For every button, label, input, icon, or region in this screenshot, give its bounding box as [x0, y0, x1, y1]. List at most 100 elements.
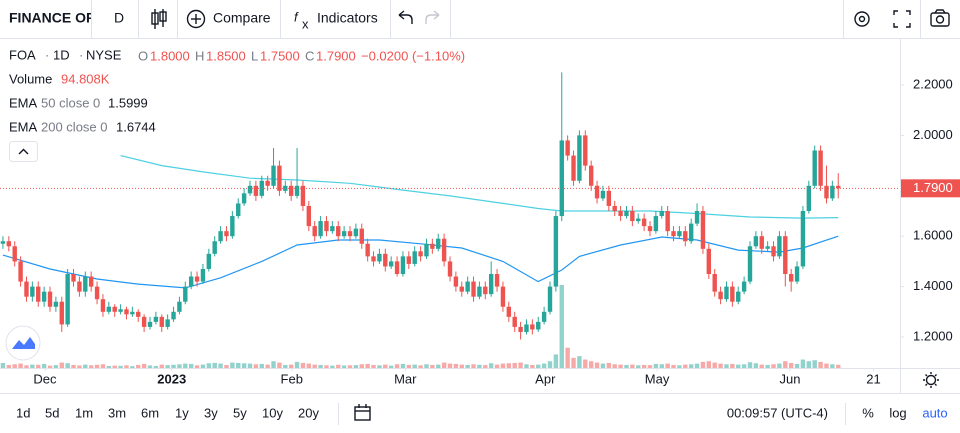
volume-bar	[553, 354, 559, 368]
candle-body	[300, 185, 306, 206]
volume-bar	[294, 361, 300, 368]
volume-bar	[765, 364, 770, 368]
candle-body	[424, 243, 429, 257]
candle-body	[359, 228, 364, 244]
volume-bar	[271, 361, 276, 368]
fullscreen-button[interactable]	[893, 10, 911, 28]
chart-style-button[interactable]	[151, 9, 167, 29]
range-button[interactable]: 5d	[45, 405, 59, 420]
candle-body	[271, 165, 276, 186]
legend-low: 1.7500	[260, 48, 300, 63]
candle-body	[294, 185, 300, 196]
range-button[interactable]: 5y	[233, 405, 247, 420]
volume-bar	[71, 364, 76, 368]
compare-icon[interactable]	[186, 9, 206, 29]
candle-body	[524, 324, 529, 332]
candle-body	[700, 211, 706, 249]
legend-exchange: NYSE	[86, 47, 122, 62]
candle-body	[418, 251, 423, 257]
volume-bar	[647, 365, 653, 368]
indicators-icon[interactable]: f	[294, 9, 299, 24]
goto-date-button[interactable]	[354, 404, 371, 421]
volume-bar	[165, 365, 170, 368]
volume-bar	[318, 364, 323, 368]
candle-body	[665, 211, 670, 232]
candle-body	[183, 286, 188, 302]
compare-button[interactable]: Compare	[213, 10, 271, 26]
volume-bar	[488, 363, 494, 368]
volume-bar	[794, 363, 800, 368]
candle-body	[318, 221, 323, 237]
volume-bar	[530, 364, 535, 368]
volume-bar	[359, 364, 364, 368]
candle-body	[806, 185, 812, 212]
logo[interactable]	[5, 325, 41, 361]
range-button[interactable]: 3m	[108, 405, 126, 420]
indicators-button[interactable]: Indicators	[317, 10, 378, 26]
volume-bar	[283, 364, 288, 368]
last-price-label: 1.7900	[913, 180, 953, 195]
y-tick-label: 1.2000	[913, 328, 953, 343]
candle-body	[583, 135, 588, 166]
candle-body	[230, 216, 235, 237]
redo-button[interactable]	[425, 10, 440, 24]
log-toggle[interactable]: log	[889, 405, 906, 420]
candle-body	[53, 301, 59, 307]
candle-body	[12, 246, 17, 262]
volume-bar	[288, 364, 294, 368]
volume-bar	[830, 364, 835, 368]
candle-body	[830, 185, 835, 199]
candle-body	[471, 281, 476, 297]
auto-toggle[interactable]: auto	[922, 405, 947, 420]
candle-body	[483, 286, 488, 295]
candle-body	[671, 231, 676, 237]
volume-bar	[412, 364, 417, 368]
range-button[interactable]: 1y	[175, 405, 189, 420]
candle-body	[530, 324, 535, 330]
candle-body	[0, 241, 6, 244]
volume-bar	[771, 364, 776, 368]
candle-body	[765, 246, 770, 249]
range-button[interactable]: 3y	[204, 405, 218, 420]
volume-bar	[736, 364, 741, 368]
indicators-icon[interactable]: x	[302, 16, 309, 31]
range-button[interactable]: 1m	[75, 405, 93, 420]
candle-body	[336, 226, 341, 237]
candle-body	[130, 311, 135, 315]
interval-button[interactable]: D	[114, 10, 124, 26]
candle-body	[18, 261, 23, 282]
range-button[interactable]: 6m	[141, 405, 159, 420]
range-button[interactable]: 1d	[16, 405, 30, 420]
volume-bar	[400, 363, 406, 368]
candle-body	[741, 281, 747, 292]
volume-bar	[418, 365, 423, 368]
undo-button[interactable]	[398, 10, 413, 24]
axis-settings-button[interactable]	[923, 372, 939, 388]
candle-body	[277, 165, 282, 191]
settings-button[interactable]	[854, 11, 870, 27]
collapse-legend-button[interactable]	[9, 141, 38, 162]
volume-bar	[41, 363, 47, 368]
legend-l: L	[251, 48, 258, 63]
candle-body	[394, 261, 400, 275]
volume-bar	[106, 365, 112, 368]
range-button[interactable]: 20y	[298, 405, 319, 420]
candle-body	[518, 326, 523, 332]
candle-body	[706, 248, 712, 275]
candle-body	[30, 286, 35, 297]
candle-body	[536, 321, 541, 330]
legend-symbol: FOA	[9, 47, 36, 62]
volume-bar	[547, 361, 553, 368]
candle-body	[477, 286, 482, 297]
snapshot-button[interactable]	[930, 9, 950, 27]
volume-bar	[712, 362, 717, 368]
candle-body	[441, 238, 447, 262]
candle-body	[212, 241, 217, 254]
range-button[interactable]: 10y	[262, 405, 283, 420]
candle-body	[171, 311, 176, 320]
symbol-search[interactable]: FINANCE OF	[9, 10, 95, 26]
percent-toggle[interactable]: %	[862, 405, 874, 420]
volume-bar	[594, 362, 600, 368]
candle-body	[224, 231, 229, 237]
volume-bar	[441, 362, 447, 368]
